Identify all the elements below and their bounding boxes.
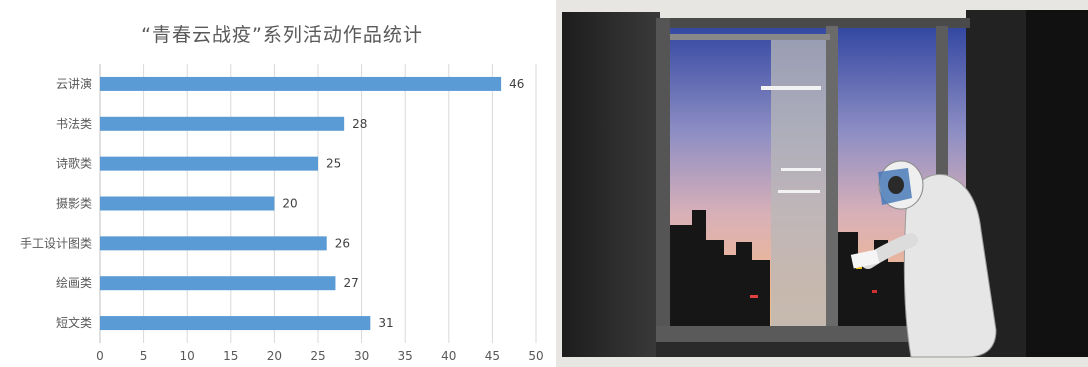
bar-chart: 0 5 10 15 20 25 30 35 40 45 50 云讲演 46 书法类 28 诗歌类 25 摄影类 20… [20, 64, 544, 363]
data-label: 25 [326, 157, 341, 171]
x-tick-label: 35 [398, 349, 413, 363]
bar [100, 316, 371, 331]
artwork-image [556, 0, 1088, 367]
bar [100, 116, 345, 131]
x-tick-label: 5 [140, 349, 148, 363]
city-skyline [670, 210, 916, 335]
category-label: 绘画类 [56, 275, 92, 290]
window-sill [656, 326, 976, 342]
category-label: 摄影类 [56, 196, 92, 211]
x-tick-label: 40 [441, 349, 456, 363]
category-label: 短文类 [56, 315, 92, 330]
category-label: 云讲演 [56, 76, 92, 91]
window-frame-outer [656, 18, 970, 28]
curtain [771, 40, 826, 330]
x-tick-label: 20 [267, 349, 282, 363]
painting-illustration [556, 0, 1088, 367]
bar [100, 276, 336, 291]
chart-title: “青春云战疫”系列活动作品统计 [141, 24, 423, 46]
bar-chart-panel: “青春云战疫”系列活动作品统计 0 5 10 15 20 25 30 35 40 45 50 云讲演 4… [19, 24, 544, 363]
x-tick-label: 10 [180, 349, 195, 363]
x-tick-label: 45 [485, 349, 500, 363]
bar [100, 76, 502, 91]
data-label: 27 [343, 276, 358, 290]
medical-worker-figure [850, 160, 997, 358]
category-label: 诗歌类 [56, 156, 92, 171]
category-label: 书法类 [56, 117, 92, 131]
x-tick-label: 0 [96, 349, 104, 363]
data-label: 46 [509, 77, 524, 91]
data-label: 28 [352, 117, 367, 131]
bar [100, 156, 318, 171]
left-wall [562, 12, 660, 357]
bar [100, 236, 327, 251]
category-label: 手工设计图类 [20, 236, 92, 250]
x-tick-label: 30 [354, 349, 369, 363]
data-label: 20 [282, 197, 297, 211]
x-tick-label: 25 [310, 349, 325, 363]
bar [100, 196, 275, 211]
x-tick-label: 50 [528, 349, 543, 363]
x-tick-label: 15 [223, 349, 238, 363]
data-label: 26 [335, 236, 350, 250]
data-label: 31 [378, 316, 393, 330]
